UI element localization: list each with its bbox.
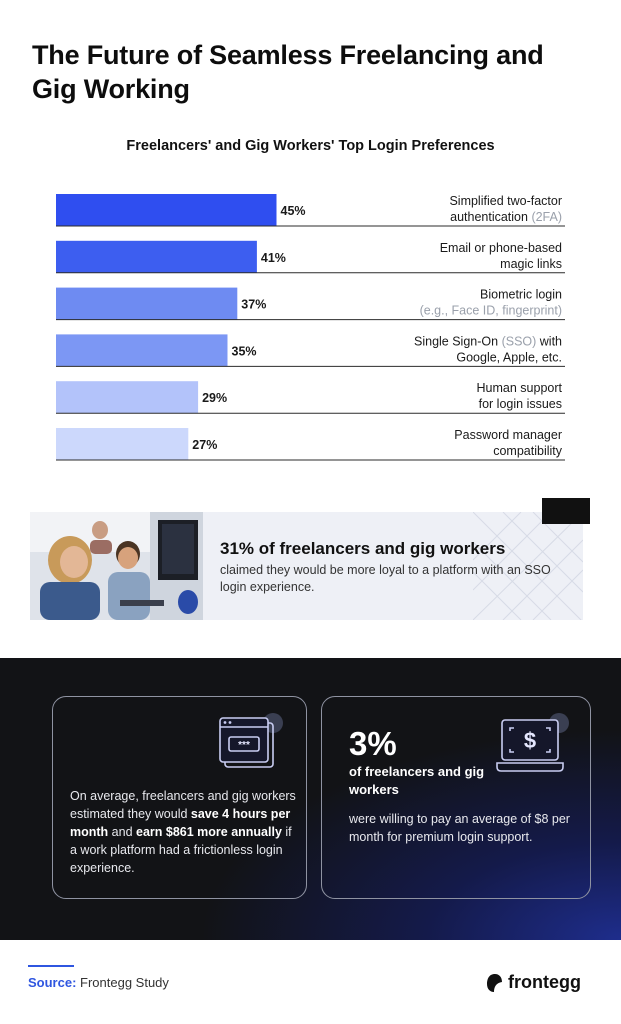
freelancers-photo bbox=[30, 512, 203, 620]
category-label-2-line1: Email or phone-based bbox=[440, 241, 562, 255]
black-accent-tab bbox=[542, 498, 590, 524]
bar-1 bbox=[56, 194, 277, 226]
savings-text-1: On average, freelancers and gig workers … bbox=[70, 789, 296, 821]
value-label-2: 41% bbox=[261, 251, 286, 265]
category-label-5-line2: for login issues bbox=[479, 397, 562, 411]
dark-stats-section: *** On average, freelancers and gig work… bbox=[0, 658, 621, 940]
category-label-6-line2: compatibility bbox=[493, 444, 563, 458]
premium-stat-body: were willing to pay an average of $8 per… bbox=[349, 812, 570, 844]
category-label-3-line1: Biometric login bbox=[480, 288, 562, 302]
bar-5 bbox=[56, 381, 199, 414]
category-label-3-line2: (e.g., Face ID, fingerprint) bbox=[420, 304, 562, 318]
promo-body: claimed they would be more loyal to a pl… bbox=[220, 563, 551, 594]
category-label-1-line2: authentication (2FA) bbox=[450, 210, 562, 224]
page-title: The Future of Seamless Freelancing and G… bbox=[32, 40, 544, 104]
category-label-1-line1: Simplified two-factor bbox=[449, 194, 562, 208]
savings-bold-earn: earn $861 more annually bbox=[136, 825, 282, 839]
chart-title: Freelancers' and Gig Workers' Top Login … bbox=[126, 138, 495, 154]
category-label-6-line1: Password manager bbox=[454, 428, 562, 442]
category-label-4-line1: Single Sign-On (SSO) with bbox=[414, 334, 562, 348]
source-note: Source: Frontegg Study bbox=[28, 975, 169, 990]
bar-4 bbox=[56, 334, 228, 367]
bar-2 bbox=[56, 240, 257, 273]
promo-panel: 31% of freelancers and gig workers claim… bbox=[30, 512, 583, 620]
savings-text: On average, freelancers and gig workers … bbox=[70, 787, 300, 877]
category-label-4-line2: Google, Apple, etc. bbox=[456, 350, 562, 364]
premium-stat-label: of freelancers and gig workers bbox=[349, 764, 485, 797]
frontegg-logo-icon bbox=[487, 973, 502, 992]
category-label-2-line2: magic links bbox=[500, 257, 562, 271]
value-label-6: 27% bbox=[192, 438, 217, 452]
source-text: Frontegg Study bbox=[76, 975, 169, 990]
grid-decoration bbox=[473, 512, 583, 620]
value-label-3: 37% bbox=[241, 298, 266, 312]
value-label-4: 35% bbox=[232, 344, 257, 358]
premium-support-card: 3% of freelancers and gig workers $ were… bbox=[321, 696, 591, 899]
savings-text-3: if a work platform had a frictionless lo… bbox=[70, 825, 292, 875]
frontegg-logo-text: frontegg bbox=[508, 972, 581, 992]
value-label-5: 29% bbox=[202, 391, 227, 405]
savings-card: *** On average, freelancers and gig work… bbox=[52, 696, 307, 899]
value-label-1: 45% bbox=[281, 204, 306, 218]
dollar-sign-text: $ bbox=[524, 728, 536, 753]
bar-6 bbox=[56, 428, 189, 460]
promo-stat: 31% of freelancers and gig workers bbox=[220, 539, 506, 558]
login-preferences-bar-chart: 45% Simplified two-factor authentication (… bbox=[56, 194, 565, 461]
laptop-dollar-icon: $ bbox=[496, 719, 564, 772]
source-label: Source: bbox=[28, 975, 77, 990]
premium-stat: 3% bbox=[349, 725, 397, 762]
password-mask-text: *** bbox=[238, 740, 250, 751]
source-accent-line bbox=[28, 965, 74, 967]
savings-text-2: and bbox=[108, 825, 136, 839]
bar-3 bbox=[56, 287, 238, 320]
savings-bold-hours: save 4 hours per month bbox=[70, 807, 291, 839]
frontegg-logo[interactable]: frontegg bbox=[486, 972, 581, 993]
category-label-5-line1: Human support bbox=[477, 381, 563, 395]
password-window-icon: *** bbox=[219, 717, 274, 768]
